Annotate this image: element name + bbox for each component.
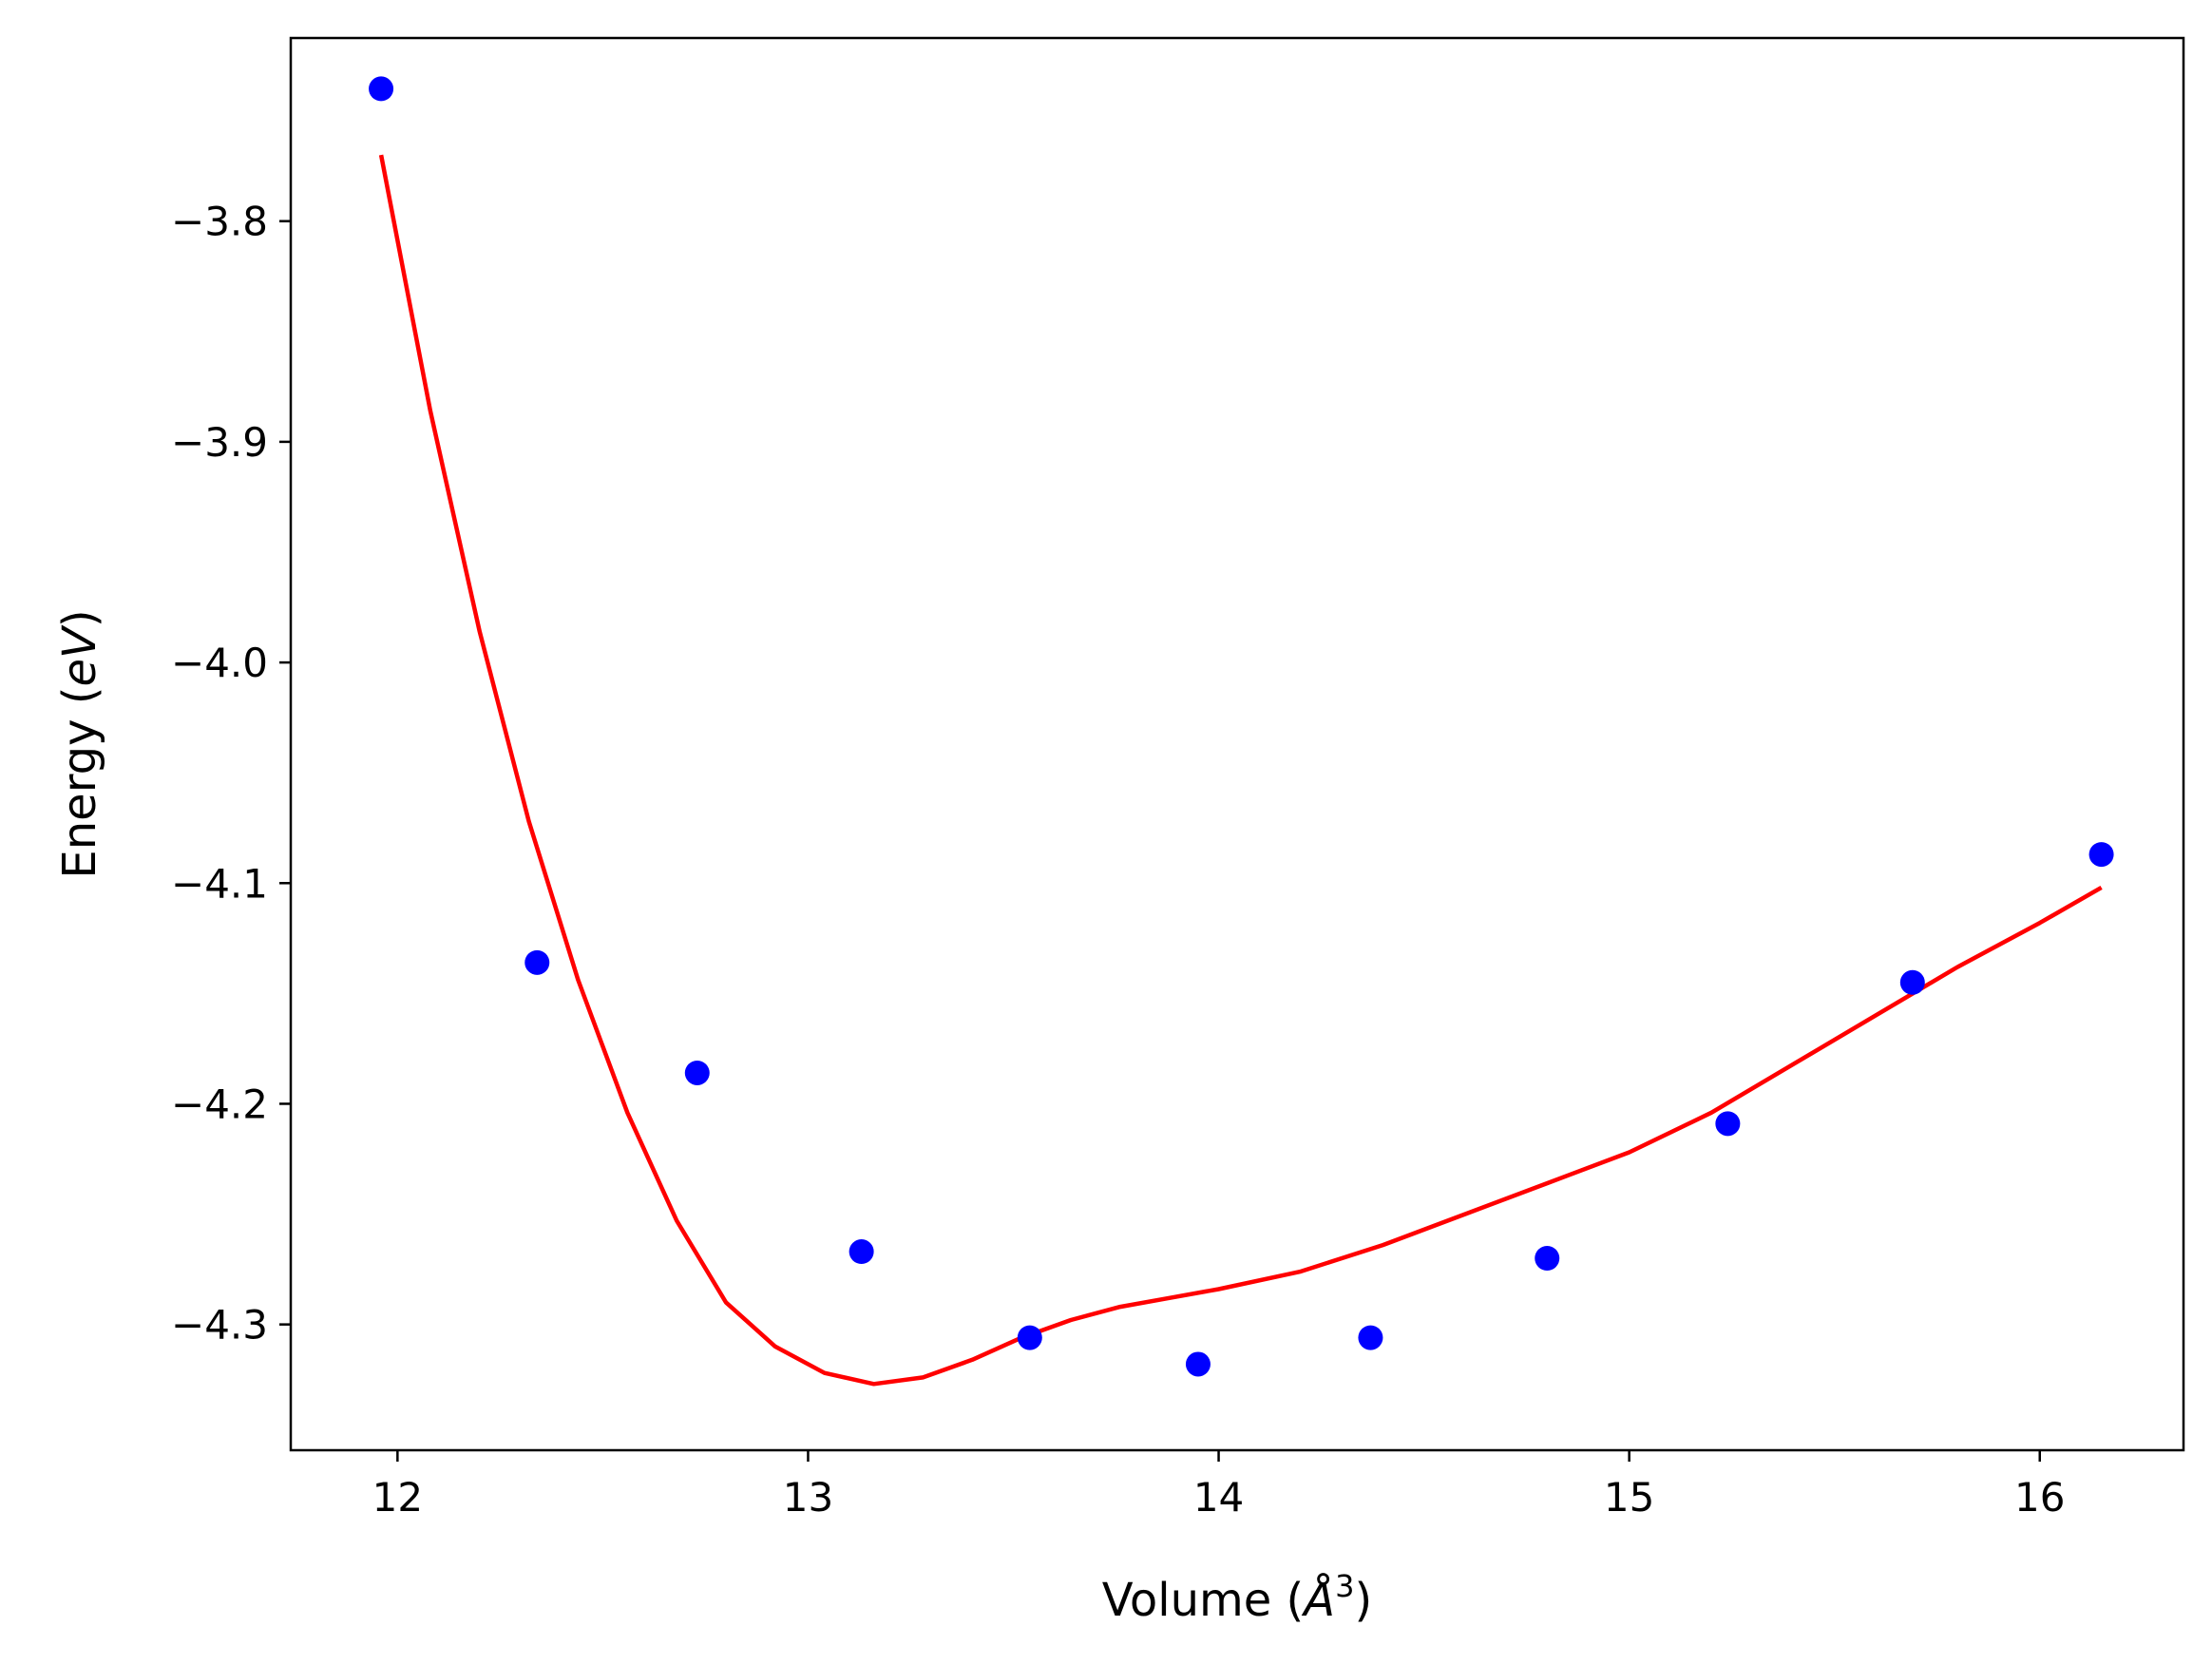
x-tick-label: 12 — [372, 1474, 423, 1521]
axis-ticks: 12 13 14 15 16 −3.8 −3.9 −4.0 −4.1 −4.2 −4.3 — [171, 199, 2065, 1521]
data-point — [849, 1239, 874, 1265]
y-tick-label: −3.8 — [171, 199, 268, 245]
x-tick-label: 16 — [2014, 1474, 2065, 1521]
data-point — [1017, 1325, 1042, 1350]
axes-frame — [289, 36, 2185, 1452]
data-point — [1185, 1351, 1211, 1377]
y-tick-label: −3.9 — [171, 419, 268, 466]
plot-area — [369, 76, 2114, 1387]
data-point — [524, 949, 550, 975]
y-tick-label: −4.2 — [171, 1081, 268, 1127]
x-axis-label: Volume (Å3) — [1102, 1568, 1372, 1627]
fit-curve-line — [378, 154, 2103, 1387]
data-point — [1358, 1325, 1383, 1350]
data-point — [684, 1060, 710, 1085]
y-axis-label: Energy (eV) — [53, 609, 106, 878]
data-point — [1535, 1245, 1560, 1271]
data-point — [1899, 969, 1925, 995]
data-point — [369, 76, 394, 102]
data-point — [2088, 842, 2114, 868]
y-tick-label: −4.1 — [171, 860, 268, 907]
y-tick-label: −4.0 — [171, 640, 268, 686]
x-tick-label: 15 — [1604, 1474, 1654, 1521]
data-point — [1715, 1111, 1741, 1137]
y-tick-label: −4.3 — [171, 1302, 268, 1349]
x-tick-label: 14 — [1193, 1474, 1244, 1521]
x-tick-label: 13 — [783, 1474, 833, 1521]
